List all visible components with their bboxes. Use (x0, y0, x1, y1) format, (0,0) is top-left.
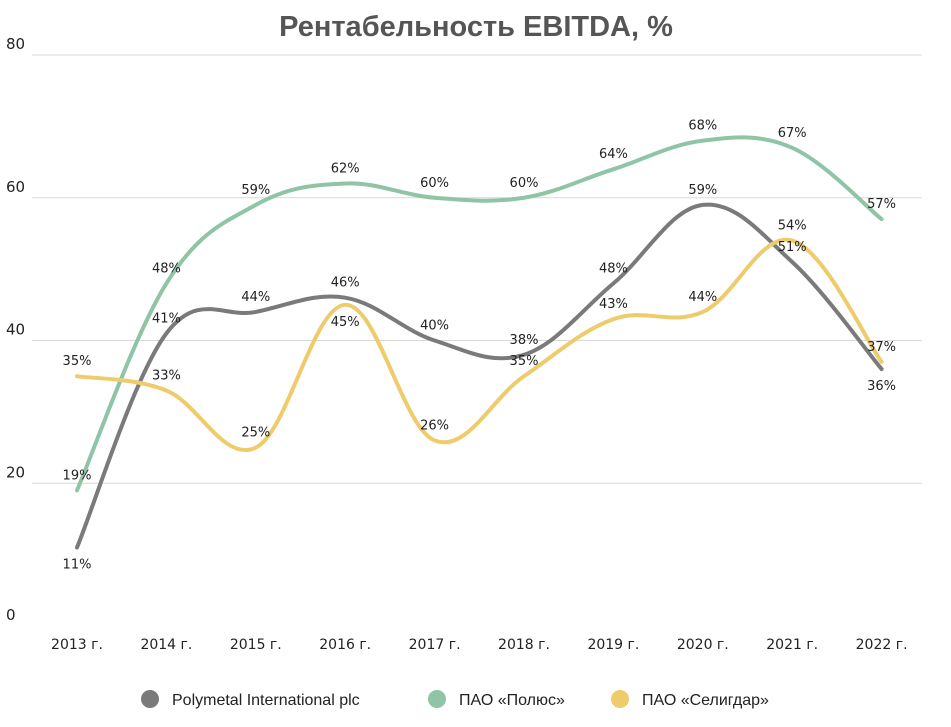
x-tick-label: 2018 г. (498, 637, 550, 653)
data-label: 68% (688, 119, 717, 134)
data-label: 41% (152, 311, 181, 326)
gridlines (32, 54, 922, 484)
x-tick-label: 2017 г. (409, 637, 461, 653)
legend-label: ПАО «Селигдар» (642, 692, 769, 709)
y-tick-label: 0 (6, 606, 16, 624)
x-tick-label: 2020 г. (677, 637, 729, 653)
data-label: 67% (778, 126, 807, 141)
series-line-1 (75, 202, 884, 550)
legend-marker (428, 690, 446, 708)
x-tick-label: 2019 г. (587, 637, 639, 653)
legend-marker (141, 690, 159, 708)
x-tick-label: 2015 г. (230, 637, 282, 653)
data-label: 46% (331, 276, 360, 291)
data-label: 11% (63, 557, 92, 572)
data-label: 59% (241, 183, 270, 198)
x-tick-label: 2016 г. (319, 637, 371, 653)
series-lines (75, 135, 884, 550)
data-label: 37% (867, 340, 896, 355)
series-line-2 (75, 135, 884, 493)
data-label: 44% (241, 290, 270, 305)
x-tick-label: 2013 г. (51, 637, 103, 653)
data-label: 48% (599, 261, 628, 276)
legend-marker (611, 690, 629, 708)
data-label: 62% (331, 161, 360, 176)
data-label: 59% (688, 183, 717, 198)
data-label: 44% (688, 290, 717, 305)
legend: Polymetal International plc ПАО «Полюс» ПА… (141, 690, 769, 709)
data-label: 60% (510, 176, 539, 191)
chart-title: Рентабельность EBITDA, % (279, 11, 673, 43)
data-label: 51% (778, 240, 807, 255)
data-label: 57% (867, 197, 896, 212)
data-label: 45% (331, 315, 360, 330)
data-label: 38% (510, 333, 539, 348)
y-tick-label: 40 (6, 321, 25, 339)
y-tick-label: 20 (6, 463, 25, 481)
data-label: 64% (599, 147, 628, 162)
x-tick-label: 2022 г. (856, 637, 908, 653)
data-label: 60% (420, 176, 449, 191)
x-axis: 2013 г. 2014 г. 2015 г. 2016 г. 2017 г. 2018 … (51, 637, 907, 653)
y-axis: 0 20 40 60 80 (6, 35, 25, 624)
y-tick-label: 60 (6, 178, 25, 196)
data-label: 40% (420, 319, 449, 334)
data-label: 25% (241, 426, 270, 441)
series-line-3 (75, 237, 884, 452)
data-label: 36% (867, 379, 896, 394)
data-label: 33% (152, 368, 181, 383)
y-tick-label: 80 (6, 35, 25, 53)
legend-label: ПАО «Полюс» (459, 692, 565, 709)
x-tick-label: 2021 г. (766, 637, 818, 653)
data-label: 35% (510, 354, 539, 369)
data-label: 19% (63, 468, 92, 483)
legend-label: Polymetal International plc (172, 692, 360, 709)
data-label: 26% (420, 418, 449, 433)
data-label: 54% (778, 219, 807, 234)
x-tick-label: 2014 г. (140, 637, 192, 653)
data-label: 48% (152, 261, 181, 276)
data-label: 35% (63, 354, 92, 369)
data-labels: 11% 41% 44% 46% 40% 38% 48% 59% 51% 36% 19% 48% 59% 6… (63, 119, 897, 573)
data-label: 43% (599, 297, 628, 312)
